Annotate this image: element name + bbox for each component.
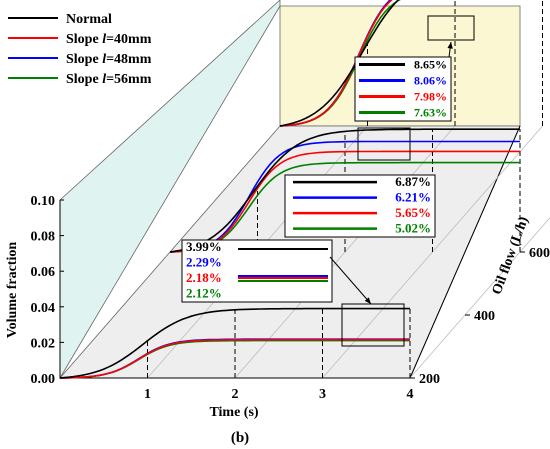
y-tick-label: 0.10 — [31, 194, 56, 209]
z-axis-line — [409, 125, 521, 379]
legend-label: Slope l=48mm — [66, 52, 152, 67]
annotation-arrowhead — [447, 42, 453, 49]
annotation-value: 3.99% — [186, 239, 222, 254]
z-tick-label: 400 — [474, 309, 495, 324]
annotation-value: 8.06% — [414, 74, 447, 88]
annotation-value: 7.98% — [414, 90, 447, 104]
x-tick-label: 1 — [144, 387, 151, 402]
annotation-value: 6.87% — [395, 174, 431, 189]
series-line-l40-200 — [59, 338, 410, 379]
annotation-value: 7.63% — [414, 106, 447, 120]
legend: Normal Slope l=40mm Slope l=48mm Slope l=56… — [8, 12, 152, 87]
series-line-l48-600 — [169, 140, 520, 253]
zoom-region-box — [427, 15, 475, 41]
annotation-arrowhead — [364, 297, 371, 304]
y-axis-label: Volume fraction — [5, 242, 20, 339]
y-tick-label: 0.06 — [31, 265, 56, 280]
annotation-value: 6.21% — [395, 190, 431, 205]
z-tick-labels: 2004006008001000 — [410, 246, 550, 387]
y-tick-label: 0.04 — [31, 301, 56, 316]
annotation-box — [284, 174, 436, 238]
annotation-arrow — [329, 256, 372, 305]
series-line-normal-600 — [169, 128, 520, 253]
annotation-value: 2.12% — [186, 286, 222, 301]
x-axis-label: Time (s) — [209, 405, 258, 420]
panel-label: (b) — [231, 430, 249, 446]
y-tick-label: 0.02 — [31, 336, 56, 351]
zoom-region-box — [341, 303, 405, 347]
annotation-layer: 3.99%2.29%2.18%2.12% 6.87%6.21%5.65%5.02%… — [181, 15, 475, 347]
series-line-normal-200 — [59, 307, 410, 379]
z-tick-label: 600 — [529, 246, 550, 261]
y-tick-labels: 0.00 0.02 0.04 0.06 0.08 0.10 — [31, 194, 64, 387]
x-tick-label: 3 — [319, 387, 326, 402]
legend-label: Slope l=40mm — [66, 32, 152, 47]
annotation-box — [354, 56, 452, 122]
series-line-l40-1000 — [279, 0, 393, 127]
x-tick-label: 4 — [407, 387, 414, 402]
series-line-normal-1000 — [279, 0, 400, 127]
y-tick-label: 0.00 — [31, 372, 56, 387]
series-line-l56-600 — [169, 161, 520, 253]
legend-label: Slope l=56mm — [66, 72, 152, 87]
annotation-value: 5.65% — [395, 205, 431, 220]
annotation-box — [181, 239, 333, 303]
annotation-value: 8.65% — [414, 58, 447, 72]
annotation-value: 2.18% — [186, 270, 222, 285]
z-tick-label: 200 — [419, 372, 440, 387]
series-line-l40-600 — [169, 150, 520, 253]
z-axis-label: Oil flow (L/h) — [490, 215, 532, 297]
annotation-value: 5.02% — [395, 221, 431, 236]
x-tick-labels: 1 2 3 4 — [144, 387, 414, 402]
zoom-region-box — [357, 127, 411, 161]
y-tick-label: 0.08 — [31, 230, 56, 245]
annotation-value: 2.29% — [186, 255, 222, 270]
legend-label: Normal — [66, 12, 112, 27]
x-tick-label: 2 — [232, 387, 239, 402]
